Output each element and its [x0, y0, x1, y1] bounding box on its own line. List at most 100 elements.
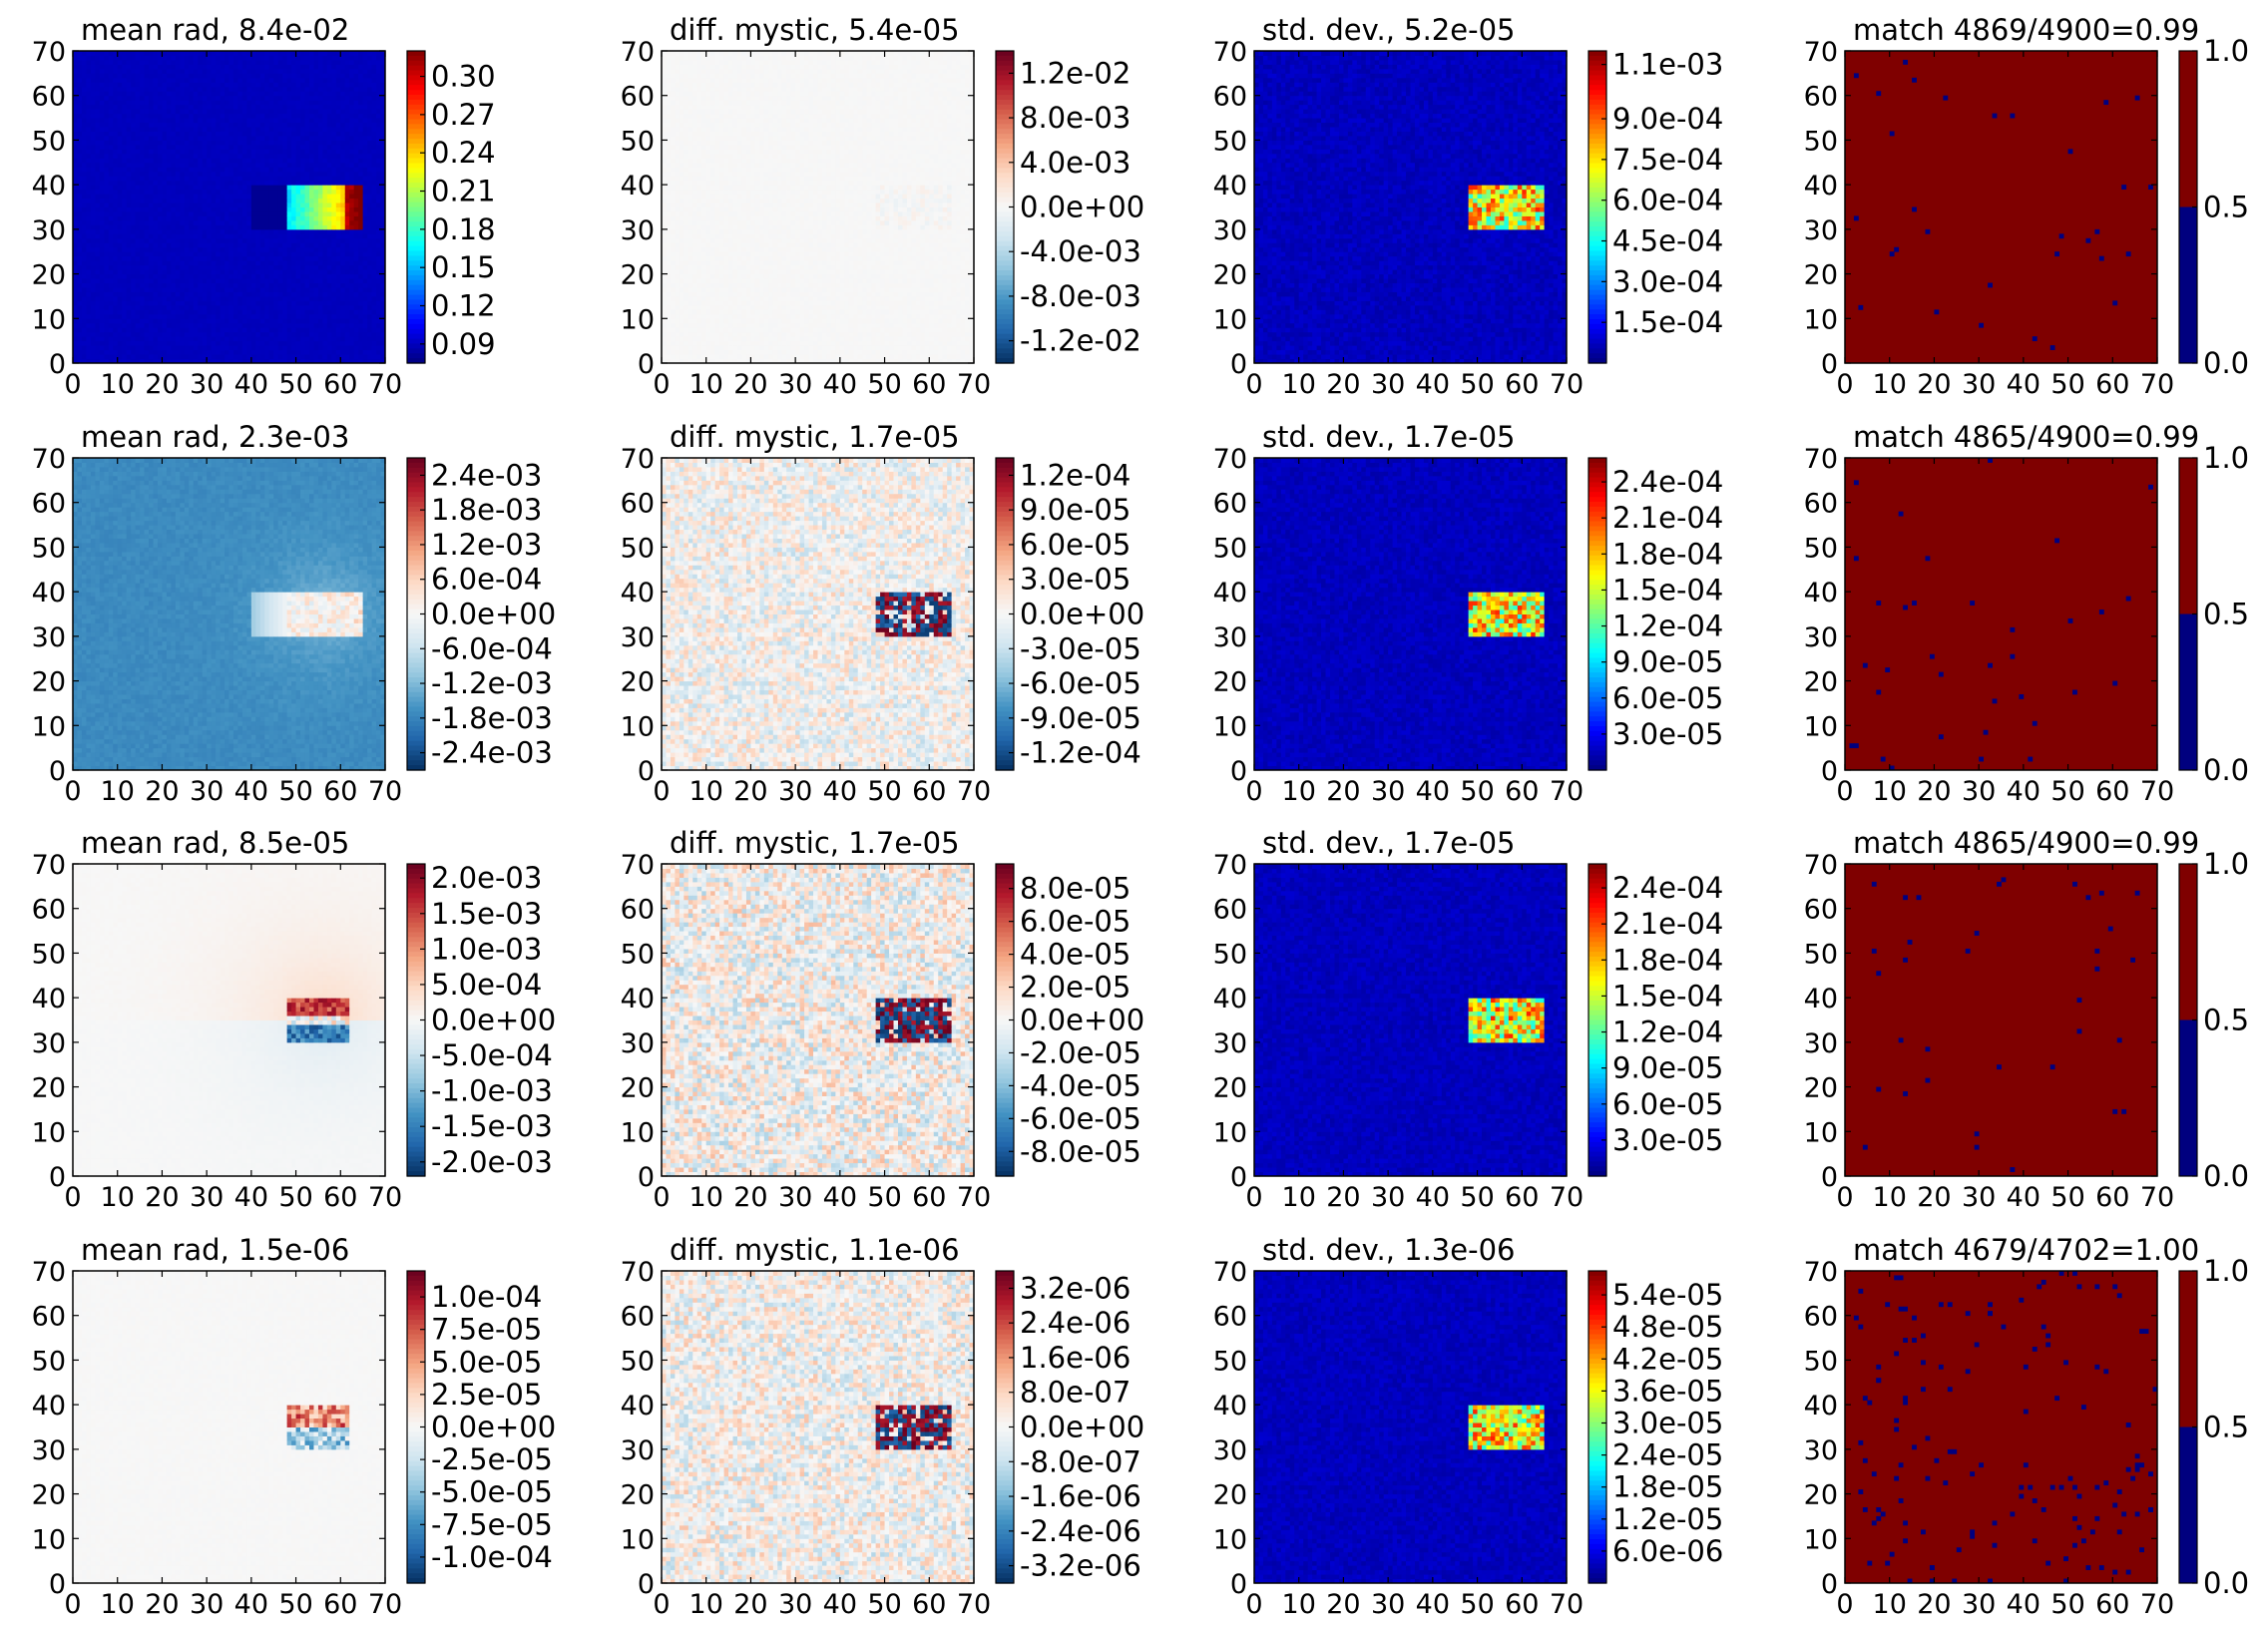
heatmap-cell — [100, 123, 105, 128]
heatmap-cell — [91, 341, 96, 346]
heatmap-cell — [95, 242, 100, 247]
heatmap-cell — [82, 127, 87, 132]
heatmap-cell — [113, 256, 118, 261]
heatmap-cell — [104, 224, 109, 229]
heatmap-cell — [100, 287, 105, 292]
heatmap-cell — [77, 215, 82, 220]
heatmap-cell — [109, 96, 114, 101]
heatmap-cell — [77, 211, 82, 216]
heatmap-cell — [86, 287, 91, 292]
heatmap-cell — [86, 296, 91, 301]
heatmap-cell — [113, 274, 118, 279]
heatmap-cell — [82, 176, 87, 181]
heatmap-cell — [82, 87, 87, 92]
heatmap-cell — [86, 172, 91, 177]
heatmap-cell — [82, 123, 87, 128]
heatmap-cell — [77, 131, 82, 136]
heatmap-cell — [86, 158, 91, 163]
heatmap-cell — [109, 327, 114, 332]
heatmap-cell — [100, 251, 105, 256]
heatmap-cell — [95, 87, 100, 92]
heatmap-cell — [95, 69, 100, 74]
heatmap-cell — [91, 332, 96, 337]
heatmap-cell — [109, 341, 114, 346]
heatmap-cell — [77, 336, 82, 341]
heatmap-cell — [95, 158, 100, 163]
heatmap-cell — [77, 55, 82, 60]
heatmap-cell — [86, 190, 91, 195]
heatmap-cell — [95, 149, 100, 154]
heatmap-cell — [82, 181, 87, 186]
heatmap-cell — [95, 82, 100, 87]
heatmap-cell — [86, 251, 91, 256]
heatmap-cells — [73, 51, 386, 364]
heatmap-cell — [77, 242, 82, 247]
heatmap-cell — [104, 176, 109, 181]
heatmap-cell — [95, 118, 100, 123]
heatmap-cell — [113, 341, 118, 346]
heatmap-cell — [109, 350, 114, 355]
heatmap-cell — [104, 194, 109, 199]
heatmap-cell — [104, 274, 109, 279]
heatmap-cell — [113, 300, 118, 305]
heatmap-cell — [100, 91, 105, 96]
heatmap-cell — [104, 233, 109, 238]
heatmap-cell — [109, 247, 114, 252]
heatmap-cell — [77, 69, 82, 74]
heatmap-cell — [109, 78, 114, 83]
heatmap-cell — [100, 109, 105, 114]
heatmap-cell — [104, 131, 109, 136]
heatmap-cell — [77, 251, 82, 256]
heatmap-cell — [91, 350, 96, 355]
heatmap-cell — [113, 287, 118, 292]
heatmap-cell — [91, 91, 96, 96]
heatmap-cell — [109, 87, 114, 92]
heatmap-cell — [91, 145, 96, 150]
heatmap-cell — [95, 207, 100, 212]
heatmap-cell — [91, 172, 96, 177]
heatmap-cell — [113, 224, 118, 229]
heatmap-cell — [86, 265, 91, 270]
heatmap-cell — [77, 291, 82, 296]
heatmap-cell — [86, 154, 91, 159]
heatmap-cell — [82, 300, 87, 305]
heatmap-cell — [109, 127, 114, 132]
heatmap-cell — [86, 211, 91, 216]
heatmap-cell — [95, 123, 100, 128]
heatmap-cell — [100, 154, 105, 159]
heatmap-cell — [82, 172, 87, 177]
heatmap-cell — [91, 269, 96, 274]
heatmap-cell — [91, 154, 96, 159]
heatmap-cell — [82, 136, 87, 141]
heatmap-cell — [104, 109, 109, 114]
heatmap-cell — [95, 341, 100, 346]
heatmap-cell — [100, 265, 105, 270]
heatmap-cell — [82, 332, 87, 337]
heatmap-cell — [91, 87, 96, 92]
heatmap-cell — [82, 163, 87, 168]
heatmap-cell — [113, 327, 118, 332]
heatmap-cell — [104, 300, 109, 305]
heatmap-cell — [113, 278, 118, 283]
heatmap-cell — [95, 287, 100, 292]
heatmap-cell — [82, 278, 87, 283]
heatmap-cell — [109, 283, 114, 288]
heatmap-cell — [82, 251, 87, 256]
heatmap-cell — [86, 109, 91, 114]
heatmap-cell — [109, 287, 114, 292]
heatmap-cell — [100, 131, 105, 136]
heatmap-cell — [100, 176, 105, 181]
heatmap-cell — [95, 283, 100, 288]
heatmap-cell — [91, 238, 96, 243]
heatmap-cell — [109, 154, 114, 159]
heatmap-cell — [82, 82, 87, 87]
heatmap-cell — [91, 215, 96, 220]
heatmap-cell — [100, 96, 105, 101]
heatmap-cell — [95, 109, 100, 114]
heatmap-cell — [100, 190, 105, 195]
heatmap-cell — [104, 291, 109, 296]
heatmap-cell — [95, 247, 100, 252]
heatmap-cell — [109, 233, 114, 238]
heatmap-cell — [109, 229, 114, 234]
heatmap-cell — [86, 69, 91, 74]
